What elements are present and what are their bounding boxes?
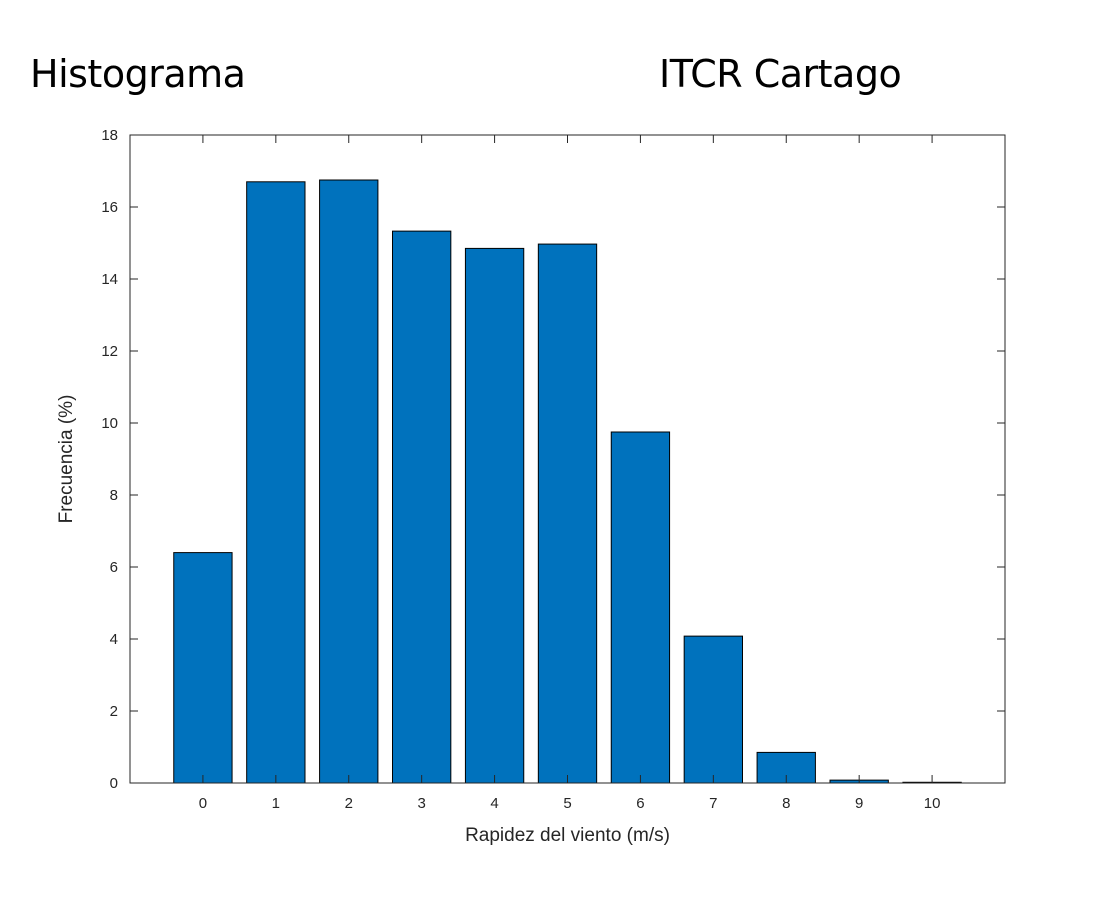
y-tick-label: 18 <box>101 127 118 144</box>
y-tick-label: 4 <box>110 631 118 648</box>
figure-title-right: ITCR Cartago <box>659 52 902 96</box>
x-tick-label: 6 <box>636 795 644 812</box>
figure-title-left: Histograma <box>30 52 246 96</box>
y-tick-label: 8 <box>110 487 118 504</box>
bar-2 <box>319 179 379 784</box>
bar-3 <box>392 230 452 784</box>
x-tick-label: 1 <box>272 795 280 812</box>
x-tick-label: 5 <box>563 795 571 812</box>
y-tick-label: 0 <box>110 775 118 792</box>
bar-5 <box>537 243 598 784</box>
x-tick-label: 8 <box>782 795 790 812</box>
y-tick-label: 14 <box>101 271 118 288</box>
bars-layer <box>173 179 962 784</box>
x-axis-label: Rapidez del viento (m/s) <box>465 825 670 846</box>
x-tick-label: 7 <box>709 795 717 812</box>
bar-0 <box>173 552 233 784</box>
y-tick-label: 12 <box>101 343 118 360</box>
bar-4 <box>464 247 525 784</box>
x-tick-label: 4 <box>490 795 498 812</box>
x-tick-label: 2 <box>345 795 353 812</box>
bar-7 <box>683 635 743 784</box>
x-tick-label: 9 <box>855 795 863 812</box>
y-tick-label: 6 <box>110 559 118 576</box>
y-tick-label: 2 <box>110 703 118 720</box>
y-tick-label: 10 <box>101 415 118 432</box>
y-tick-label: 16 <box>101 199 118 216</box>
x-tick-label: 0 <box>199 795 207 812</box>
x-tick-label: 10 <box>924 795 941 812</box>
bar-1 <box>246 181 306 784</box>
bar-6 <box>610 431 671 784</box>
x-tick-label: 3 <box>417 795 425 812</box>
y-axis-label: Frecuencia (%) <box>56 395 77 524</box>
